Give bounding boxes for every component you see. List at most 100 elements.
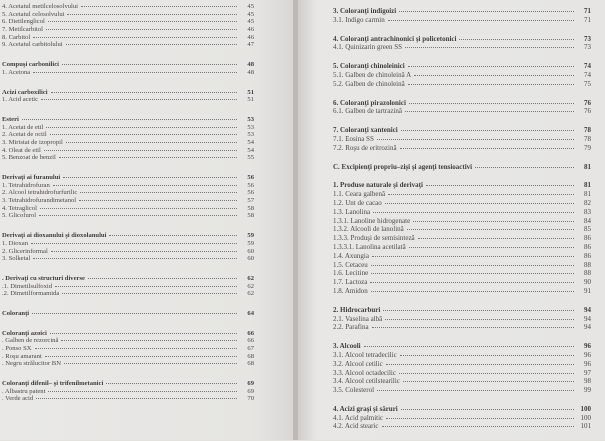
toc-entry: 1.1. Ceara galbenă 81 (333, 190, 591, 199)
entry-title: 3. Miristat de izopropil (2, 138, 63, 146)
entry-title: 1.5. Cetaceu (333, 260, 368, 269)
entry-title: 1.2. Unt de cacao (333, 198, 382, 207)
entry-title: . Derivaţi cu structuri diverse (2, 274, 85, 282)
dot-leader (407, 66, 574, 68)
entry-title: Esteri (2, 115, 19, 123)
entry-title: .2. Dimetilformamida (2, 290, 60, 298)
dot-leader (46, 126, 237, 128)
dot-leader (31, 242, 237, 244)
toc-section: 2. Hidrocarburi 94 2.1. Vaselina albă 94 2.2… (333, 306, 591, 332)
toc-entry: 1.3.2. Alcooli de lanolină 85 (333, 225, 591, 234)
section-heading: Coloranţi difenil– şi trifenilmetanici 69 (2, 380, 254, 388)
toc-entry: 2. Acetat de octil 53 (2, 131, 254, 139)
dot-leader (459, 38, 574, 40)
section-heading: Compuşi carbonilici 48 (2, 61, 254, 69)
section-heading: Derivaţi ai furanului 56 (2, 174, 254, 182)
toc-entry: 2.1. Vaselina albă 94 (333, 315, 591, 324)
dot-leader (109, 235, 237, 237)
dot-leader (370, 290, 574, 292)
page-number: 56 (247, 181, 254, 189)
page-number: 45 (247, 18, 254, 26)
entry-title: 2. Hidrocarburi (333, 305, 381, 314)
entry-title: Acizi carboxilici (2, 88, 48, 96)
toc-entry: 8. Carbitol 46 (2, 34, 254, 42)
dot-leader (385, 363, 574, 365)
entry-title: 7. Coloranţi xantenici (333, 126, 398, 135)
page-number: 81 (584, 181, 591, 190)
right-page: 3. Coloranţi indigoizi 71 3.1. Indigo carm… (298, 0, 605, 440)
entry-title: 1.3.3.1. Lanolina acetilată (333, 242, 406, 251)
dot-leader (33, 258, 237, 260)
dot-leader (408, 102, 574, 104)
page-number: 64 (247, 309, 254, 317)
toc-entry: 4.2. Acid stearic 101 (333, 422, 591, 431)
entry-title: Coloranţi (2, 309, 30, 317)
dot-leader (48, 390, 237, 392)
dot-leader (402, 381, 574, 383)
toc-section: Coloranţi difenil– şi trifenilmetanici 69… (2, 380, 254, 403)
page-number: 96 (584, 342, 591, 351)
toc-entry: 2.2. Parafina 94 (333, 323, 591, 332)
page-number: 53 (247, 131, 254, 139)
dot-leader (405, 111, 574, 113)
section-heading: Derivaţi ai dioxanului şi dioxolanului 59 (2, 232, 254, 240)
dot-leader (385, 318, 574, 320)
dot-leader (32, 312, 237, 314)
entry-title: 1.4. Axungia (333, 251, 369, 260)
toc-section: Coloranţi 64 (2, 310, 254, 318)
page-number: 84 (584, 216, 591, 225)
dot-leader (55, 285, 237, 287)
section-heading: Acizi carboxilici 51 (2, 89, 254, 97)
dot-leader (43, 149, 237, 151)
entry-title: 5. Coloranţi chinoleinici (333, 62, 405, 71)
dot-leader (399, 147, 574, 149)
page-number: 51 (247, 88, 254, 96)
page-number: 76 (584, 107, 591, 116)
entry-title: 2. Glicerinformal (2, 247, 48, 255)
dot-leader (383, 309, 574, 311)
dot-leader (21, 118, 237, 120)
page-number: 48 (247, 61, 254, 69)
page-number: 74 (584, 62, 591, 71)
page-number: 94 (584, 305, 591, 314)
entry-title: 1. Acetona (2, 68, 31, 76)
section-heading: Coloranţi azoici 66 (2, 330, 254, 338)
toc-entry: 1.5. Cetaceu 88 (333, 261, 591, 270)
section-heading: 3. Coloranţi indigoizi 71 (333, 7, 591, 16)
toc-entry: 1.3.3. Produşi de semisinteză 86 (333, 234, 591, 243)
dot-leader (417, 238, 574, 240)
page-number: 101 (580, 422, 592, 431)
dot-leader (44, 355, 237, 357)
toc-entry: 1.7. Lactoza 90 (333, 278, 591, 287)
page-number: 58 (247, 212, 254, 220)
page-number: 66 (247, 337, 254, 345)
toc-entry: 6.1. Galben de tartrazină 76 (333, 107, 591, 116)
entry-title: 3.3. Alcool octadecilic (333, 368, 396, 377)
page-number: 46 (247, 26, 254, 34)
toc-entry: 7.2. Roşu de eritrozină 79 (333, 144, 591, 153)
toc-entry: 5.1. Galben de chinoleină A 74 (333, 71, 591, 80)
entry-title: 3.5. Colesterol (333, 386, 375, 395)
dot-leader (50, 250, 237, 252)
page-number: 56 (247, 174, 254, 181)
entry-title: 2.1. Vaselina albă (333, 314, 383, 323)
entry-title: . Ponso SX (2, 345, 32, 352)
page-number: 78 (584, 134, 591, 143)
entry-title: 1.1. Ceara galbenă (333, 190, 386, 199)
page-number: 83 (584, 207, 591, 216)
entry-title: 2. Alcool tetrahidrofurfurilic (2, 189, 78, 197)
toc-section: 3. Alcooli 96 3.1. Alcool tetradecilic 96 3.… (333, 342, 591, 395)
entry-title: . Verde acid (2, 395, 34, 403)
entry-title: 6.1. Galben de tartrazină (333, 107, 402, 116)
dot-leader (377, 390, 574, 392)
page-number: 67 (247, 345, 254, 352)
dot-leader (52, 184, 237, 186)
toc-section: 4. Acetatul metilcelosolvului 45 5. Acetat… (2, 3, 254, 49)
entry-title: Coloranţi azoici (2, 329, 47, 337)
toc-right-column: 3. Coloranţi indigoizi 71 3.1. Indigo carm… (333, 7, 591, 441)
toc-section: Esteri 53 1. Acetat de etil 53 2. Acetat de … (2, 116, 254, 162)
toc-entry: 1.6. Lecitine 88 (333, 269, 591, 278)
entry-title: 7.2. Roşu de eritrozină (333, 143, 397, 152)
dot-leader (46, 29, 237, 31)
dot-leader (65, 141, 237, 143)
